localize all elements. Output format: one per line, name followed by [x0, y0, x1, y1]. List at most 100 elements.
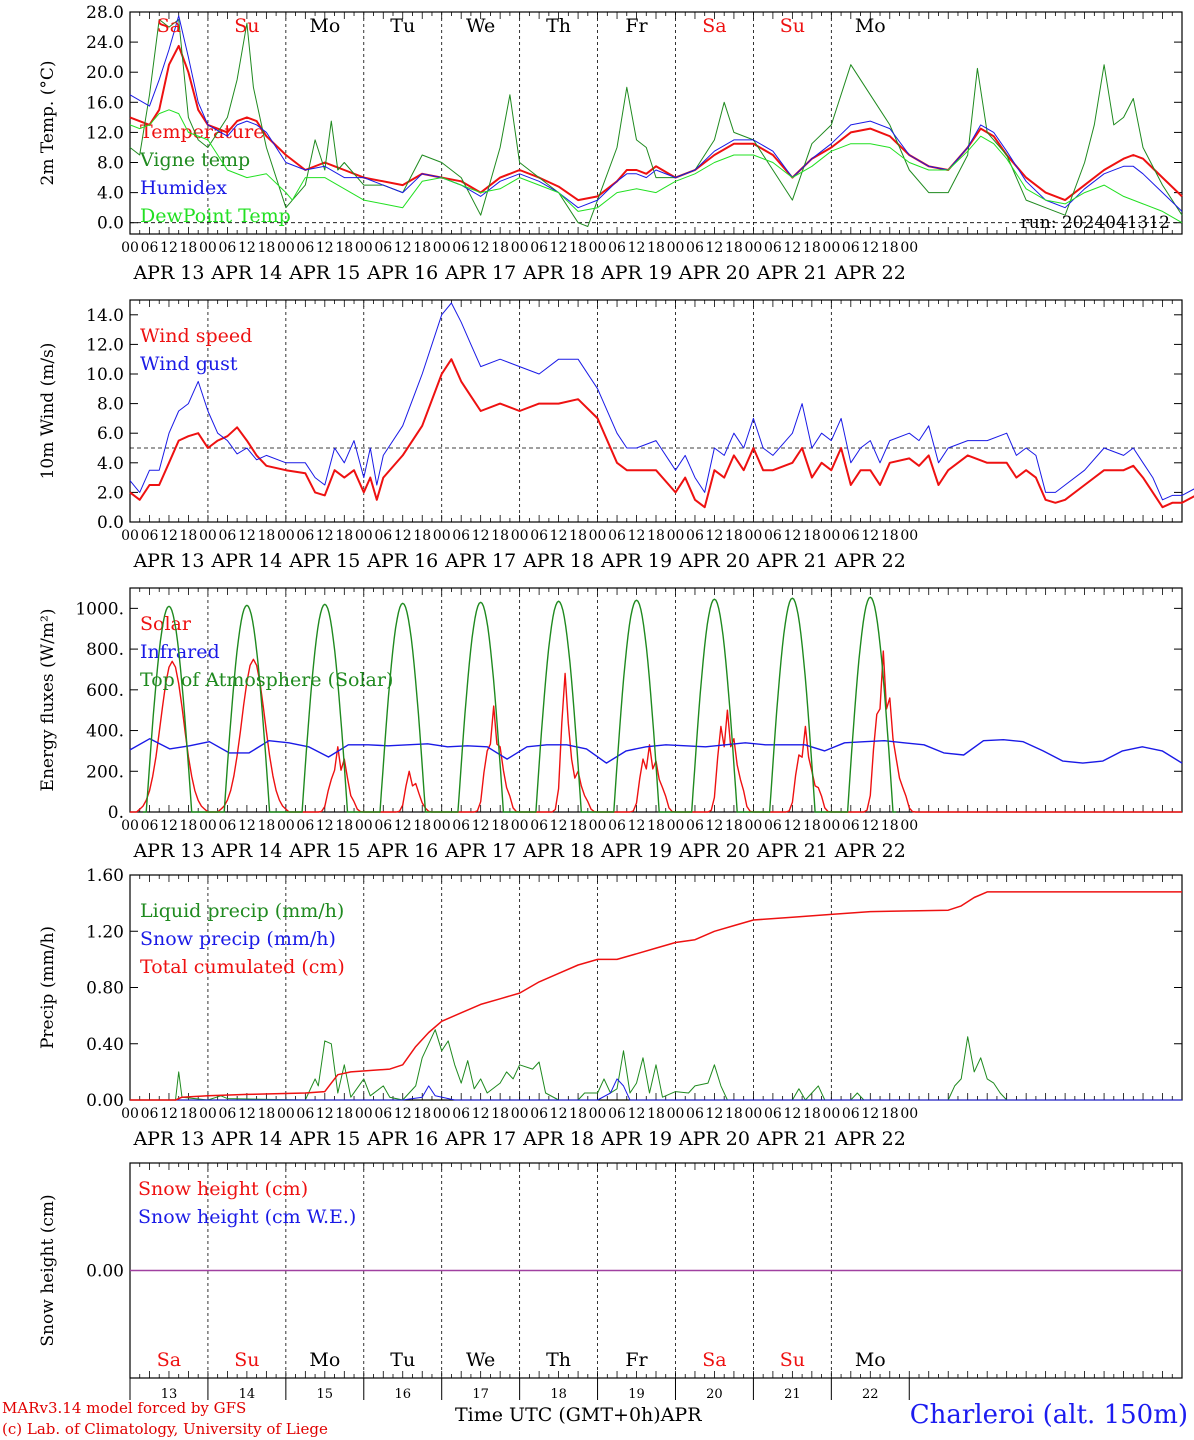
series-line-infrared: [129, 738, 1183, 764]
y-tick-label: 6.0: [97, 424, 124, 444]
y-tick-label: 1000.: [75, 599, 124, 619]
hour-label: 06: [764, 528, 782, 544]
date-label: APR 14: [210, 840, 282, 862]
hour-label: 18: [881, 528, 899, 544]
day-number-label: 17: [472, 1387, 489, 1402]
hour-label: 06: [141, 818, 159, 834]
hour-label: 00: [900, 528, 918, 544]
hour-label: 18: [725, 818, 743, 834]
day-name-label: Sa: [702, 15, 726, 37]
day-name-label: Tu: [390, 1349, 415, 1371]
hour-label: 12: [472, 818, 490, 834]
hour-label: 06: [686, 528, 704, 544]
hour-label: 12: [316, 1106, 334, 1122]
y-tick-label: 0.00: [86, 1262, 124, 1282]
series-line-liquid-precip-mm-h: [130, 1029, 1182, 1101]
day-number-label: 18: [550, 1387, 567, 1402]
day-name-label: Mo: [855, 15, 886, 37]
hour-label: 18: [257, 818, 275, 834]
y-tick-label: 24.0: [86, 33, 124, 53]
hour-label: 12: [394, 240, 412, 256]
hour-label: 18: [257, 1106, 275, 1122]
date-label: APR 17: [444, 550, 516, 572]
y-tick-label: 400.: [86, 722, 124, 742]
hour-label: 12: [550, 528, 568, 544]
series-line-humidex: [129, 15, 1183, 212]
hour-label: 12: [472, 528, 490, 544]
legend-label: Solar: [140, 613, 192, 635]
hour-label: 18: [491, 1106, 509, 1122]
hour-label: 12: [316, 240, 334, 256]
hour-label: 12: [160, 240, 178, 256]
day-name-label: Su: [234, 15, 259, 37]
date-label: APR 17: [444, 1128, 516, 1150]
date-label: APR 16: [366, 840, 438, 862]
hour-label: 12: [861, 818, 879, 834]
x-axis-title: Time UTC (GMT+0h)APR: [455, 1404, 702, 1426]
hour-label: 06: [764, 818, 782, 834]
panel-frame: [129, 11, 1183, 235]
hour-label: 12: [394, 528, 412, 544]
hour-label: 18: [647, 528, 665, 544]
hour-label: 00: [589, 240, 607, 256]
hour-label: 00: [589, 1106, 607, 1122]
date-label: APR 13: [132, 1128, 204, 1150]
day-name-label: Sa: [157, 1349, 181, 1371]
y-tick-label: 2.0: [97, 483, 124, 503]
hour-label: 06: [218, 1106, 236, 1122]
day-name-label: Su: [780, 15, 805, 37]
hour-label: 18: [647, 240, 665, 256]
hour-label: 12: [783, 1106, 801, 1122]
hour-label: 18: [803, 1106, 821, 1122]
y-tick-label: 8.0: [97, 395, 124, 415]
hour-label: 00: [433, 240, 451, 256]
date-label: APR 14: [210, 262, 282, 284]
y-tick-label: 4.0: [97, 184, 124, 204]
hour-label: 18: [881, 818, 899, 834]
y-tick-label: 0.40: [86, 1035, 124, 1055]
day-name-label: Su: [234, 1349, 259, 1371]
hour-label: 18: [413, 240, 431, 256]
hour-label: 18: [881, 1106, 899, 1122]
hour-label: 00: [511, 1106, 529, 1122]
date-label: APR 13: [132, 550, 204, 572]
hour-label: 06: [686, 1106, 704, 1122]
hour-label: 00: [822, 240, 840, 256]
date-label: APR 22: [834, 550, 906, 572]
hour-label: 12: [783, 818, 801, 834]
y-tick-label: 0.80: [86, 979, 124, 999]
hour-label: 18: [491, 528, 509, 544]
hour-label: 18: [725, 1106, 743, 1122]
hour-label: 06: [452, 818, 470, 834]
hour-label: 00: [511, 528, 529, 544]
y-tick-label: 8.0: [97, 154, 124, 174]
hour-label: 12: [861, 1106, 879, 1122]
y-axis-label: 10m Wind (m/s): [38, 343, 58, 480]
lab-credit: (c) Lab. of Climatology, University of L…: [2, 1420, 328, 1438]
y-tick-label: 0.0: [97, 513, 124, 533]
hour-label: 18: [335, 240, 353, 256]
x-axis-label: Time UTC (GMT+0h): [455, 1404, 661, 1426]
hour-label: 18: [413, 1106, 431, 1122]
y-axis-label: Snow height (cm): [38, 1194, 58, 1346]
hour-label: 12: [238, 240, 256, 256]
hour-label: 18: [725, 528, 743, 544]
day-name-label: Su: [780, 1349, 805, 1371]
hour-label: 06: [296, 1106, 314, 1122]
hour-label: 00: [277, 1106, 295, 1122]
series-line-vigne-temp: [129, 19, 1183, 227]
hour-label: 12: [550, 240, 568, 256]
hour-label: 12: [472, 240, 490, 256]
date-label: APR 20: [678, 840, 750, 862]
hour-label: 12: [628, 1106, 646, 1122]
hour-label: 00: [744, 240, 762, 256]
hour-label: 06: [141, 528, 159, 544]
y-tick-label: 200.: [86, 762, 124, 782]
hour-label: 06: [608, 1106, 626, 1122]
hour-label: 18: [335, 818, 353, 834]
hour-label: 06: [218, 240, 236, 256]
hour-label: 00: [355, 818, 373, 834]
y-tick-label: 20.0: [86, 63, 124, 83]
hour-label: 18: [803, 528, 821, 544]
y-tick-label: 1.20: [86, 922, 124, 942]
